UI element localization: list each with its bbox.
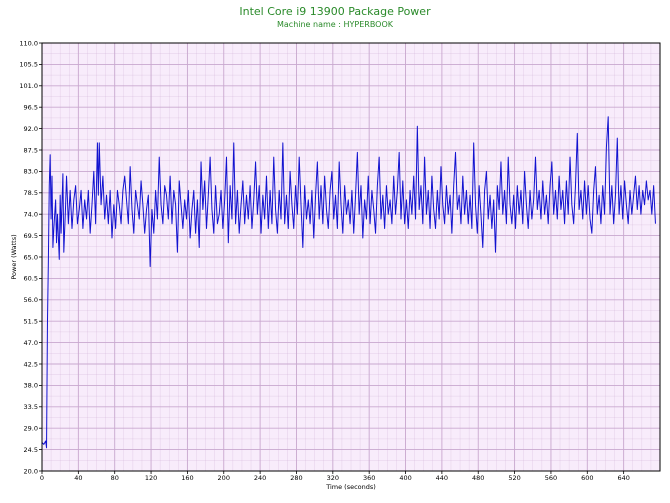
y-tick-label: 38.0 — [24, 382, 38, 390]
x-tick-label: 640 — [617, 474, 629, 482]
series-line-0 — [41, 116, 656, 449]
y-tick-label: 92.0 — [24, 125, 38, 133]
x-tick-label: 120 — [145, 474, 157, 482]
x-tick-label: 280 — [290, 474, 302, 482]
x-axis-ticks: 0 40 80 120 160 200 240 280 320 360 400 440 480 520 56… — [40, 471, 630, 482]
y-tick-label: 110.0 — [19, 39, 38, 47]
y-tick-label: 96.5 — [24, 104, 38, 112]
x-tick-label: 560 — [545, 474, 557, 482]
y-tick-label: 24.5 — [24, 446, 38, 454]
x-tick-label: 480 — [472, 474, 484, 482]
chart-title: Intel Core i9 13900 Package Power — [239, 5, 431, 18]
x-tick-label: 440 — [436, 474, 448, 482]
y-tick-label: 69.5 — [24, 232, 38, 240]
y-tick-label: 60.5 — [24, 275, 38, 283]
y-tick-label: 20.0 — [24, 467, 38, 475]
x-tick-label: 40 — [74, 474, 82, 482]
x-tick-label: 160 — [181, 474, 193, 482]
x-tick-label: 240 — [254, 474, 266, 482]
y-tick-label: 29.0 — [24, 425, 38, 433]
x-tick-label: 200 — [218, 474, 230, 482]
y-tick-label: 47.0 — [24, 339, 38, 347]
y-tick-label: 65.0 — [24, 253, 38, 261]
x-tick-label: 600 — [581, 474, 593, 482]
y-tick-label: 83.0 — [24, 168, 38, 176]
y-axis-ticks: 20.0 24.5 29.0 33.5 38.0 42.5 47.0 51.5 56.0 60.5… — [19, 39, 42, 475]
y-axis-label: Power (Watts) — [10, 234, 18, 279]
y-tick-label: 78.5 — [24, 189, 38, 197]
y-tick-label: 42.5 — [24, 360, 38, 368]
y-tick-label: 51.5 — [24, 318, 38, 326]
x-tick-label: 520 — [508, 474, 520, 482]
chart-subtitle: Machine name : HYPERBOOK — [276, 20, 394, 29]
x-tick-label: 320 — [327, 474, 339, 482]
major-gridlines — [41, 42, 660, 472]
y-tick-label: 33.5 — [24, 403, 38, 411]
x-tick-label: 400 — [399, 474, 411, 482]
x-axis-label: Time (seconds) — [325, 483, 376, 491]
x-tick-label: 80 — [111, 474, 119, 482]
y-tick-label: 87.5 — [24, 146, 38, 154]
x-tick-label: 360 — [363, 474, 375, 482]
y-tick-label: 105.5 — [19, 61, 38, 69]
series-layer — [41, 116, 656, 449]
y-tick-label: 101.0 — [19, 82, 38, 90]
y-tick-label: 56.0 — [24, 296, 38, 304]
y-tick-label: 74.0 — [24, 211, 38, 219]
x-tick-label: 0 — [40, 474, 44, 482]
